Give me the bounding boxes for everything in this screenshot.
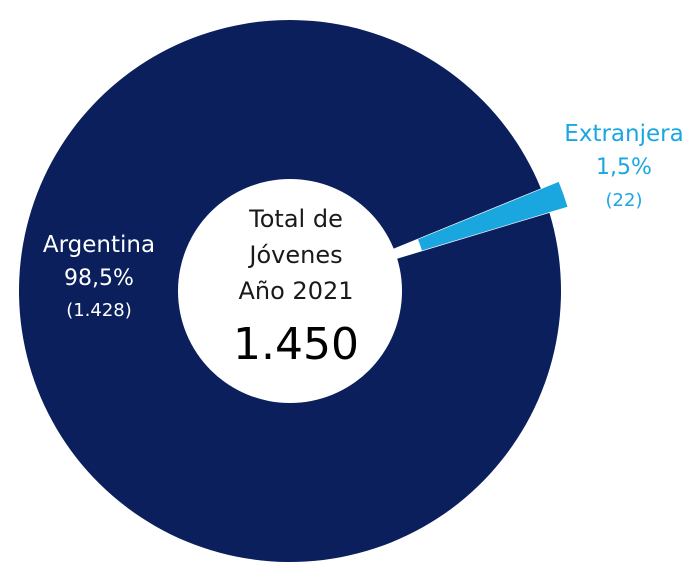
center-hole	[178, 179, 402, 403]
pie-slice-argentina	[18, 19, 561, 562]
slice-percent-label: 98,5%	[64, 266, 134, 291]
slice-count-label: (1.428)	[66, 300, 132, 321]
center-label-line-3: Año 2021	[238, 277, 353, 305]
slice-percent-label: 1,5%	[596, 155, 652, 180]
slice-label-argentina: Argentina 98,5% (1.428)	[43, 232, 155, 321]
slice-label-extranjera: Extranjera 1,5% (22)	[564, 121, 683, 211]
center-total-value: 1.450	[233, 319, 359, 370]
slice-name-label: Argentina	[43, 232, 155, 258]
slice-name-label: Extranjera	[564, 121, 683, 147]
pie-slice-extranjera	[417, 181, 568, 251]
slices-layer	[18, 19, 568, 562]
center-label: Total de Jóvenes Año 2021 1.450	[233, 205, 359, 370]
center-label-line-2: Jóvenes	[247, 241, 342, 269]
slice-count-label: (22)	[606, 190, 643, 211]
center-label-line-1: Total de	[248, 205, 343, 233]
